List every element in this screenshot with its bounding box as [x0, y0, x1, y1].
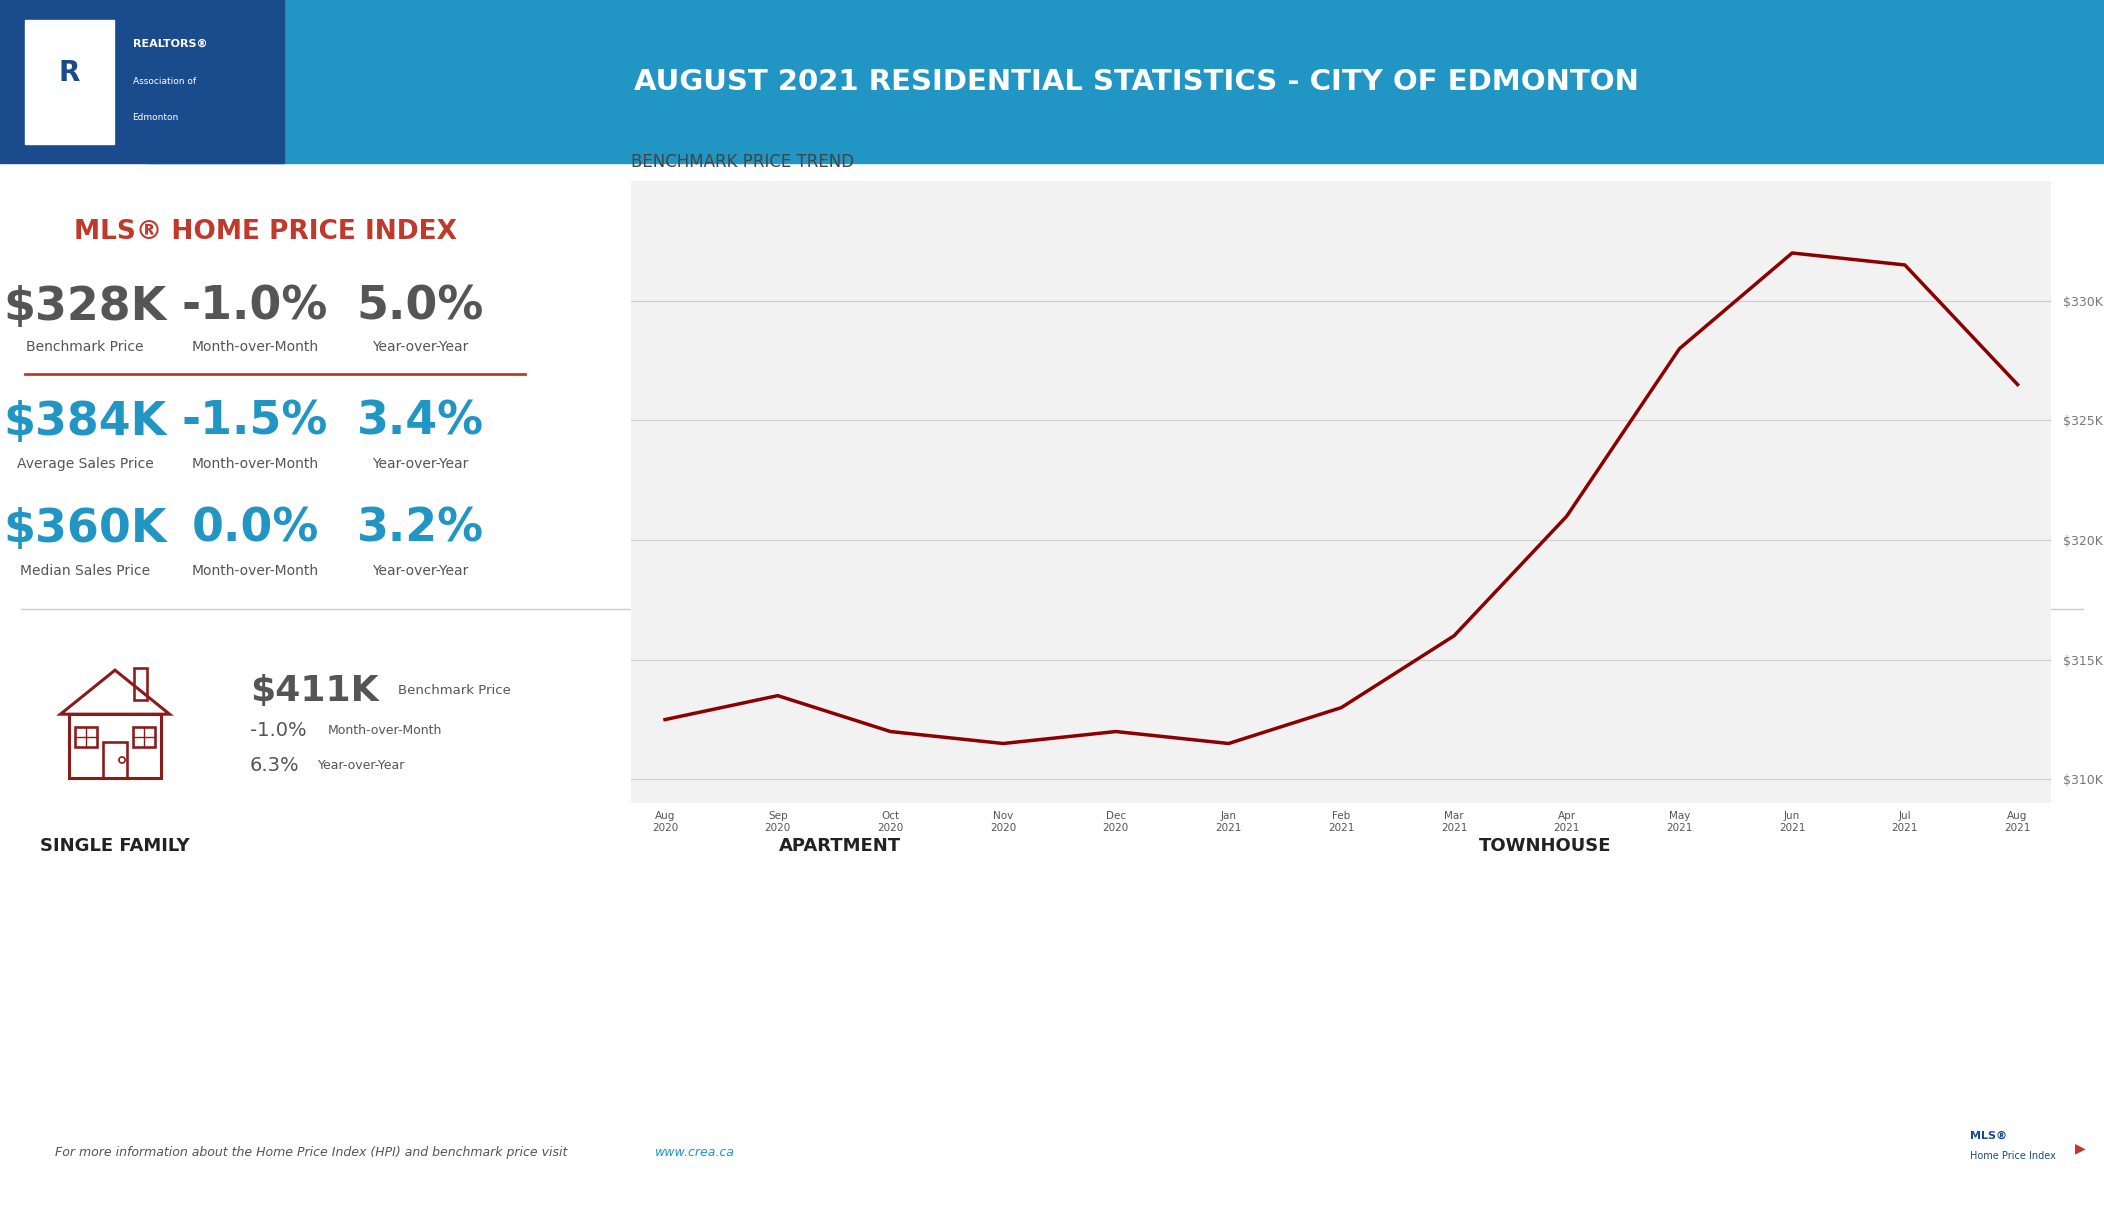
Text: 5.0%: 5.0% — [356, 285, 484, 330]
Bar — [856, 730, 867, 744]
Text: Year-over-Year: Year-over-Year — [1765, 759, 1852, 772]
Bar — [810, 766, 821, 779]
Bar — [810, 705, 821, 720]
Text: Month-over-Month: Month-over-Month — [328, 724, 442, 737]
Bar — [133, 727, 154, 747]
Text: $328K: $328K — [4, 285, 166, 330]
Text: -1.1%: -1.1% — [980, 721, 1037, 741]
Text: Benchmark Price: Benchmark Price — [1818, 684, 1931, 697]
Bar — [789, 696, 825, 788]
Bar — [835, 687, 871, 796]
Bar — [1597, 765, 1612, 776]
Bar — [1536, 757, 1553, 772]
Bar — [135, 668, 147, 701]
Text: AUGUST 2021 RESIDENTIAL STATISTICS - CITY OF EDMONTON: AUGUST 2021 RESIDENTIAL STATISTICS - CIT… — [633, 68, 1639, 95]
Text: Month-over-Month: Month-over-Month — [1765, 724, 1879, 737]
Text: 3.4%: 3.4% — [356, 400, 484, 445]
Text: Edmonton: Edmonton — [133, 112, 179, 122]
Text: $181K: $181K — [980, 674, 1109, 708]
Bar — [793, 726, 804, 739]
Text: -1.0%: -1.0% — [980, 756, 1037, 776]
Bar — [839, 750, 848, 763]
Bar — [839, 769, 848, 784]
Bar — [0, 0, 284, 163]
Bar — [793, 766, 804, 779]
Bar — [69, 714, 160, 778]
Text: Year-over-Year: Year-over-Year — [372, 458, 469, 471]
Text: SINGLE FAMILY: SINGLE FAMILY — [40, 837, 189, 855]
Bar — [1477, 765, 1494, 776]
Bar — [793, 705, 804, 720]
Text: Month-over-Month: Month-over-Month — [1048, 724, 1161, 737]
Bar — [839, 730, 848, 744]
Text: Month-over-Month: Month-over-Month — [191, 341, 318, 354]
Text: 0.0%: 0.0% — [191, 507, 318, 552]
Text: Year-over-Year: Year-over-Year — [1048, 759, 1136, 772]
Bar — [1582, 753, 1626, 792]
Text: 6.3%: 6.3% — [250, 756, 299, 776]
Text: For more information about the Home Price Index (HPI) and benchmark price visit: For more information about the Home Pric… — [55, 1146, 572, 1160]
Text: R: R — [59, 59, 80, 87]
Text: Benchmark Price: Benchmark Price — [25, 341, 143, 354]
Text: Year-over-Year: Year-over-Year — [372, 341, 469, 354]
Text: Year-over-Year: Year-over-Year — [318, 759, 406, 772]
Text: BENCHMARK PRICE TREND: BENCHMARK PRICE TREND — [631, 153, 854, 172]
Text: Benchmark Price: Benchmark Price — [1098, 684, 1212, 697]
Text: ▶: ▶ — [2075, 1140, 2085, 1155]
Text: Average Sales Price: Average Sales Price — [17, 458, 154, 471]
Text: www.crea.ca: www.crea.ca — [654, 1146, 734, 1160]
Text: -1.5%: -1.5% — [1700, 721, 1757, 741]
Text: Median Sales Price: Median Sales Price — [19, 564, 149, 579]
Text: Benchmark Price: Benchmark Price — [398, 684, 511, 697]
Bar — [856, 710, 867, 724]
Bar — [103, 743, 128, 778]
Text: -0.4%: -0.4% — [1700, 756, 1757, 776]
Bar — [856, 690, 867, 703]
Bar — [856, 750, 867, 763]
Text: Association of: Association of — [133, 77, 196, 86]
Text: Home Price Index: Home Price Index — [1969, 1151, 2056, 1161]
Text: $202K: $202K — [1700, 674, 1828, 708]
Text: Year-over-Year: Year-over-Year — [372, 564, 469, 579]
Bar — [793, 747, 804, 760]
Bar — [76, 727, 97, 747]
Text: Month-over-Month: Month-over-Month — [191, 458, 318, 471]
Bar — [1464, 753, 1506, 792]
Text: 3.2%: 3.2% — [356, 507, 484, 552]
Bar — [839, 690, 848, 703]
Bar — [810, 726, 821, 739]
Text: MLS® HOME PRICE INDEX: MLS® HOME PRICE INDEX — [74, 219, 457, 245]
Text: -1.0%: -1.0% — [250, 721, 307, 741]
Text: $411K: $411K — [250, 674, 379, 708]
Bar — [810, 747, 821, 760]
Text: Month-over-Month: Month-over-Month — [191, 564, 318, 579]
Text: APARTMENT: APARTMENT — [778, 837, 901, 855]
Bar — [839, 710, 848, 724]
Text: REALTORS®: REALTORS® — [133, 39, 206, 50]
Bar — [25, 19, 114, 144]
Bar — [1523, 742, 1565, 792]
Text: $384K: $384K — [4, 400, 166, 445]
Bar — [856, 769, 867, 784]
Text: -1.5%: -1.5% — [181, 400, 328, 445]
Text: $360K: $360K — [4, 507, 166, 552]
Text: -1.0%: -1.0% — [181, 285, 328, 330]
Text: TOWNHOUSE: TOWNHOUSE — [1479, 837, 1612, 855]
Text: MLS®: MLS® — [1969, 1131, 2007, 1140]
